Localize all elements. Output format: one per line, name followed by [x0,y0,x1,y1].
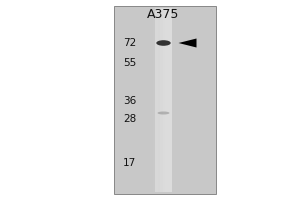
Bar [155,8,160,192]
Bar [155,8,172,192]
Polygon shape [178,38,196,47]
Bar [153,8,158,192]
Text: A375: A375 [147,8,180,21]
Bar [160,8,165,192]
Text: 55: 55 [123,58,136,68]
Bar [151,8,155,192]
Text: 28: 28 [123,114,136,124]
Text: 36: 36 [123,96,136,106]
Bar [158,8,163,192]
Text: 17: 17 [123,158,136,168]
Text: 72: 72 [123,38,136,48]
Bar [114,6,216,194]
Ellipse shape [156,40,171,46]
Ellipse shape [158,112,169,114]
